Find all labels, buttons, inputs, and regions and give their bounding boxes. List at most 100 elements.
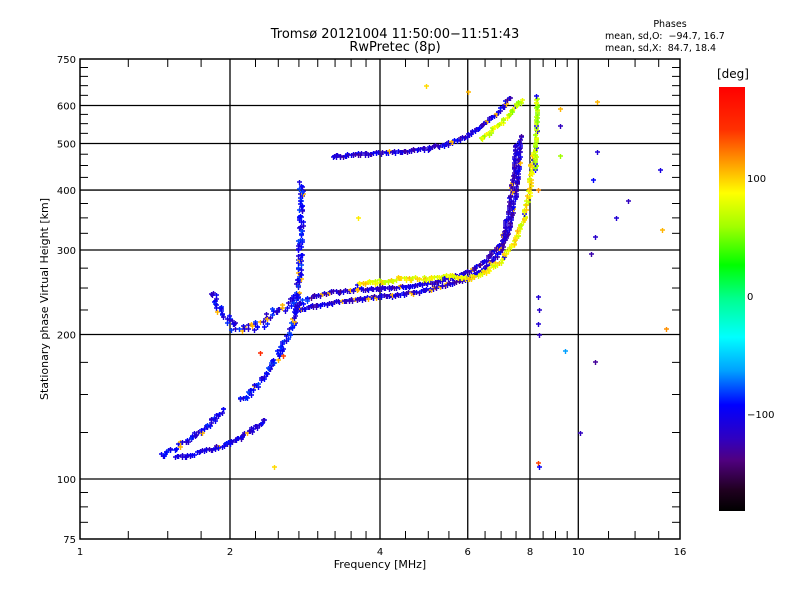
data-point xyxy=(178,445,183,450)
data-point xyxy=(370,280,375,285)
data-point xyxy=(366,297,371,302)
data-point xyxy=(414,290,419,295)
data-point xyxy=(296,284,301,289)
data-point xyxy=(394,286,399,291)
data-point xyxy=(216,446,221,451)
colorbar-tick-label: −100 xyxy=(747,409,775,421)
data-point xyxy=(264,312,269,317)
data-point xyxy=(535,97,540,102)
data-point xyxy=(527,177,532,182)
data-point xyxy=(473,129,478,134)
data-point xyxy=(266,366,271,371)
data-point xyxy=(558,124,563,129)
data-point xyxy=(196,430,201,435)
data-point xyxy=(303,307,308,312)
data-point xyxy=(219,307,224,312)
phases-stats-x-mode: mean, sd,X: 84.7, 18.4 xyxy=(605,43,717,54)
data-point xyxy=(472,275,477,280)
data-point xyxy=(210,448,215,453)
data-point xyxy=(297,301,302,306)
data-point xyxy=(220,312,225,317)
data-point xyxy=(297,226,302,231)
data-point xyxy=(406,290,411,295)
data-point xyxy=(264,372,269,377)
data-point xyxy=(298,272,303,277)
data-point xyxy=(221,315,226,320)
x-tick-label: 8 xyxy=(527,547,533,558)
data-point xyxy=(237,327,242,332)
data-point xyxy=(287,327,292,332)
data-point xyxy=(534,94,539,99)
data-point xyxy=(288,297,293,302)
data-point xyxy=(513,144,518,149)
data-point xyxy=(225,321,230,326)
data-point xyxy=(220,411,225,416)
data-point xyxy=(537,333,542,338)
data-point xyxy=(291,301,296,306)
data-point xyxy=(517,165,522,170)
chart-subtitle: RwPretec (8p) xyxy=(349,40,441,55)
data-point xyxy=(591,178,596,183)
data-point xyxy=(251,388,256,393)
y-tick-label: 600 xyxy=(57,102,76,113)
data-point xyxy=(199,428,204,433)
data-point xyxy=(265,322,270,327)
data-point xyxy=(236,436,241,441)
data-point xyxy=(350,299,355,304)
data-point xyxy=(253,322,258,327)
data-point xyxy=(534,115,539,120)
data-point xyxy=(589,252,594,257)
data-point xyxy=(261,320,266,325)
data-point xyxy=(270,313,275,318)
data-point xyxy=(215,310,220,315)
data-point xyxy=(268,316,273,321)
data-point xyxy=(186,440,191,445)
data-point xyxy=(410,276,415,281)
data-point xyxy=(422,146,427,151)
data-point xyxy=(337,300,342,305)
data-point xyxy=(454,280,459,285)
data-point xyxy=(296,244,301,249)
data-point xyxy=(214,297,219,302)
data-point xyxy=(495,252,500,257)
colorbar-label: [deg] xyxy=(717,67,749,81)
data-point xyxy=(498,106,503,111)
data-point xyxy=(502,230,507,235)
data-point xyxy=(299,253,304,258)
data-point xyxy=(536,461,541,466)
data-point xyxy=(536,188,541,193)
data-point xyxy=(299,268,304,273)
data-point xyxy=(174,447,179,452)
data-point xyxy=(497,243,502,248)
data-point xyxy=(285,306,290,311)
data-point xyxy=(260,376,265,381)
data-point xyxy=(391,279,396,284)
data-point xyxy=(358,282,363,287)
data-point xyxy=(300,238,305,243)
data-point xyxy=(501,117,506,122)
data-point xyxy=(168,447,173,452)
data-point xyxy=(490,263,495,268)
phases-stats-heading: Phases xyxy=(653,19,687,30)
data-point xyxy=(595,100,600,105)
data-point xyxy=(305,299,310,304)
x-tick-label: 10 xyxy=(572,547,585,558)
data-point xyxy=(270,307,275,312)
data-point xyxy=(262,325,267,330)
data-point xyxy=(261,418,266,423)
data-point xyxy=(412,284,417,289)
data-point xyxy=(256,382,261,387)
data-point xyxy=(300,190,305,195)
data-point xyxy=(205,423,210,428)
data-point xyxy=(356,216,361,221)
data-point xyxy=(658,168,663,173)
data-point xyxy=(379,295,384,300)
data-point xyxy=(297,180,302,185)
data-point xyxy=(528,163,533,168)
data-point xyxy=(192,453,197,458)
data-point xyxy=(492,125,497,130)
data-point xyxy=(231,322,236,327)
x-tick-label: 4 xyxy=(377,547,383,558)
data-point xyxy=(660,228,665,233)
